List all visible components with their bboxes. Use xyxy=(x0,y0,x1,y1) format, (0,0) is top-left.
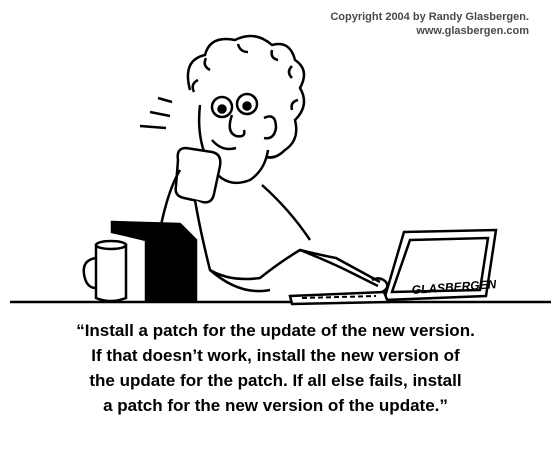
caption-line: If that doesn’t work, install the new ve… xyxy=(91,346,460,365)
copyright-text: Copyright 2004 by Randy Glasbergen. xyxy=(330,11,529,23)
cartoon-illustration: GLASBERGEN xyxy=(10,34,551,306)
cartoon-caption: “Install a patch for the update of the n… xyxy=(0,318,551,418)
copyright-credit: Copyright 2004 by Randy Glasbergen. www.… xyxy=(330,10,529,38)
woman-figure xyxy=(110,34,389,302)
caption-line: a patch for the new version of the updat… xyxy=(103,396,448,415)
laptop-icon xyxy=(288,228,498,306)
coffee-mug-icon xyxy=(82,239,128,303)
artist-signature: GLASBERGEN xyxy=(411,277,497,297)
ring-lines-icon xyxy=(139,96,173,130)
caption-line: the update for the patch. If all else fa… xyxy=(89,371,462,390)
caption-line: “Install a patch for the update of the n… xyxy=(76,321,475,340)
website-text: www.glasbergen.com xyxy=(416,25,529,37)
